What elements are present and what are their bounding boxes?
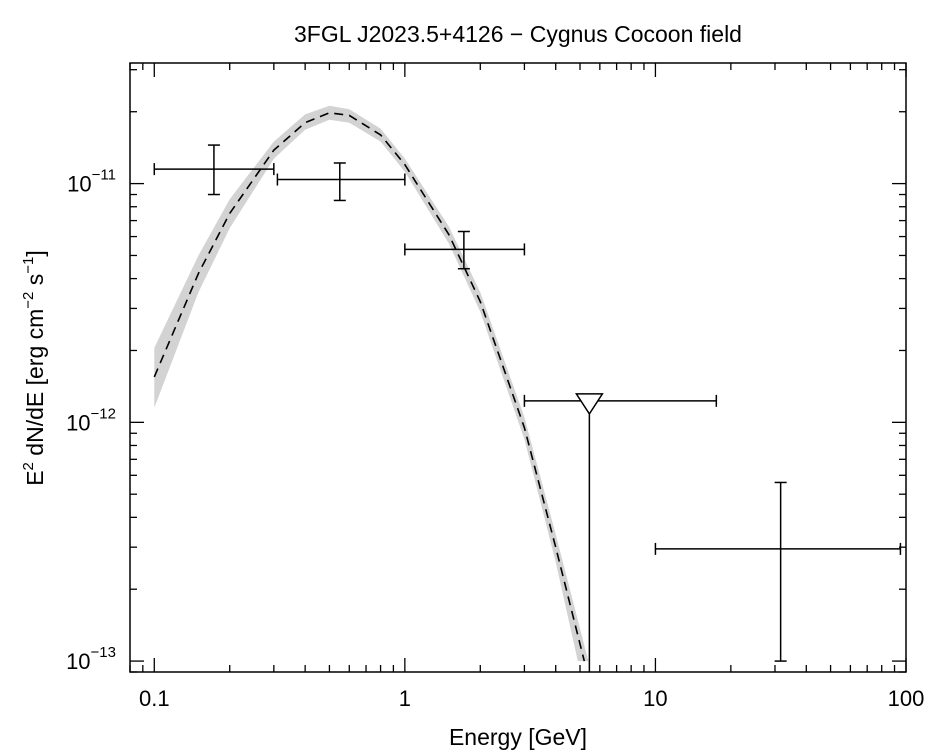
- y-tick-exponent: −12: [91, 405, 116, 422]
- y-label-cm-exp: −2: [20, 292, 37, 309]
- y-tick-base: 10: [67, 172, 91, 197]
- x-tick-label: 10: [643, 686, 667, 711]
- model-curve: [153, 111, 586, 662]
- y-label-end: ]: [22, 250, 48, 256]
- plot-frame: [129, 62, 907, 673]
- model-band: [154, 105, 589, 662]
- x-axis-label: Energy [GeV]: [449, 724, 587, 750]
- y-tick-base: 10: [66, 410, 90, 435]
- data-point: [276, 162, 406, 202]
- y-label-s: s: [22, 274, 48, 292]
- y-tick-base: 10: [66, 649, 90, 674]
- data-point: [404, 230, 526, 270]
- data-point: [153, 144, 275, 196]
- x-tick-label: 1: [399, 686, 411, 711]
- y-label-s-exp: −1: [20, 257, 37, 274]
- y-tick-label: 10−11: [67, 167, 116, 197]
- y-label-e: E: [22, 470, 48, 485]
- y-label-mid: dN/dE [erg cm: [22, 309, 48, 462]
- upper-limit-triangle-icon: [574, 393, 604, 416]
- y-tick-label: 10−13: [66, 644, 116, 674]
- x-tick-label: 100: [888, 686, 925, 711]
- y-tick-exponent: −11: [92, 167, 116, 184]
- plot-area: [153, 105, 902, 672]
- chart-title: 3FGL J2023.5+4126 − Cygnus Cocoon field: [294, 21, 742, 47]
- y-axis-label: E2 dN/dE [erg cm−2 s−1]: [20, 250, 48, 486]
- data-point: [654, 481, 902, 662]
- x-tick-label: 0.1: [139, 686, 170, 711]
- upper-limit: [523, 393, 718, 672]
- y-tick-label: 10−12: [66, 405, 116, 435]
- y-tick-exponent: −13: [91, 644, 116, 661]
- y-label-e-exp: 2: [20, 462, 37, 470]
